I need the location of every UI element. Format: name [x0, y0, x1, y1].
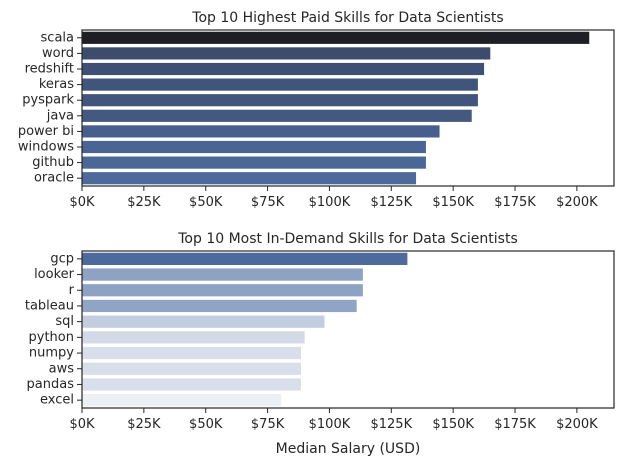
- bar-sql: [82, 315, 325, 328]
- bar-windows: [82, 140, 426, 154]
- y-tick-label: github: [32, 155, 74, 170]
- bar-scala: [82, 31, 590, 44]
- x-tick-label: $150K: [432, 195, 474, 210]
- y-tick-label: looker: [34, 267, 75, 282]
- bar-r: [82, 284, 363, 297]
- x-tick-label: $0K: [69, 195, 95, 210]
- y-tick-label: r: [69, 283, 75, 298]
- x-tick-label: $150K: [432, 417, 474, 432]
- bar-aws: [82, 362, 301, 375]
- y-tick-label: aws: [49, 361, 75, 376]
- x-tick-label: $25K: [127, 417, 161, 432]
- bar-power-bi: [82, 125, 440, 138]
- bar-numpy: [82, 346, 301, 360]
- bar-tableau: [82, 299, 357, 313]
- y-tick-label: numpy: [29, 346, 74, 361]
- y-tick-label: word: [42, 46, 74, 61]
- y-tick-label: pandas: [27, 377, 75, 392]
- x-tick-label: $125K: [370, 195, 412, 210]
- y-tick-label: oracle: [34, 171, 74, 186]
- y-tick-label: excel: [40, 393, 74, 408]
- chart-title: Top 10 Highest Paid Skills for Data Scie…: [191, 10, 503, 26]
- x-tick-label: $125K: [370, 417, 412, 432]
- y-tick-label: java: [46, 108, 74, 123]
- bar-pandas: [82, 378, 301, 391]
- x-tick-label: $50K: [189, 417, 223, 432]
- y-tick-label: sql: [55, 314, 74, 329]
- y-tick-label: windows: [18, 140, 74, 155]
- x-tick-label: $175K: [494, 195, 536, 210]
- x-tick-label: $25K: [127, 195, 161, 210]
- bar-word: [82, 47, 491, 60]
- y-tick-label: scala: [41, 30, 74, 45]
- chart-most-in-demand: Top 10 Most In-Demand Skills for Data Sc…: [25, 231, 615, 457]
- bar-redshift: [82, 62, 485, 76]
- x-tick-label: $75K: [251, 195, 285, 210]
- x-tick-label: $0K: [69, 417, 95, 432]
- y-tick-label: power bi: [18, 124, 74, 139]
- bar-gcp: [82, 252, 408, 265]
- y-tick-label: redshift: [25, 62, 74, 77]
- plot-frame: [81, 250, 615, 409]
- chart-top-highest-paid: Top 10 Highest Paid Skills for Data Scie…: [18, 10, 615, 210]
- bar-python: [82, 331, 305, 344]
- bar-java: [82, 109, 472, 122]
- x-tick-label: $200K: [556, 195, 598, 210]
- plot-frame: [81, 29, 615, 187]
- bar-github: [82, 156, 426, 169]
- bar-looker: [82, 268, 363, 281]
- x-axis-label: Median Salary (USD): [276, 441, 421, 457]
- x-tick-label: $75K: [251, 417, 285, 432]
- y-tick-label: python: [29, 330, 74, 345]
- y-tick-label: pyspark: [22, 93, 74, 108]
- y-tick-label: gcp: [50, 251, 74, 266]
- x-tick-label: $50K: [189, 195, 223, 210]
- x-tick-label: $175K: [494, 417, 536, 432]
- bar-excel: [82, 394, 282, 407]
- x-tick-label: $100K: [309, 195, 351, 210]
- bar-keras: [82, 78, 478, 91]
- bar-oracle: [82, 172, 417, 185]
- bar-pyspark: [82, 94, 478, 107]
- x-tick-label: $200K: [556, 417, 598, 432]
- y-tick-label: tableau: [25, 298, 74, 313]
- x-tick-label: $100K: [309, 417, 351, 432]
- chart-title: Top 10 Most In-Demand Skills for Data Sc…: [177, 231, 518, 247]
- y-tick-label: keras: [39, 77, 74, 92]
